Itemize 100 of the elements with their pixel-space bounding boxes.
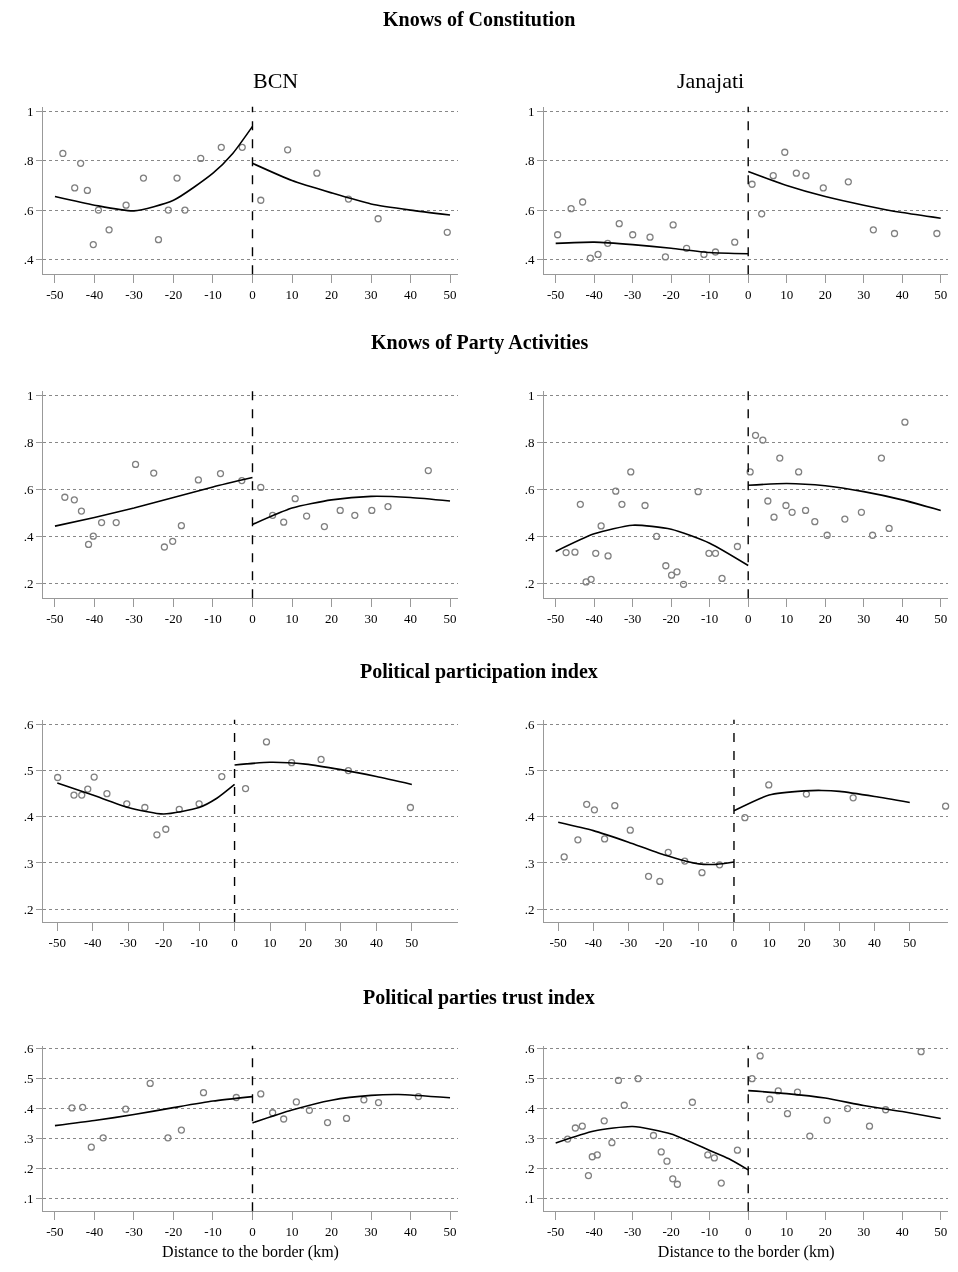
chart-subtitle: BCN bbox=[253, 68, 299, 93]
x-tick-label: -50 bbox=[48, 934, 66, 950]
point bbox=[344, 766, 353, 775]
y-tick-label: .6 bbox=[524, 1041, 536, 1057]
point bbox=[769, 171, 777, 180]
point bbox=[618, 500, 626, 508]
point bbox=[612, 487, 620, 495]
x-tick-label: -50 bbox=[549, 934, 567, 950]
point bbox=[788, 508, 796, 516]
y-tick-label: .4 bbox=[23, 251, 35, 267]
point bbox=[688, 1098, 697, 1106]
point bbox=[756, 1052, 764, 1060]
y-tick-label: .4 bbox=[524, 528, 536, 544]
point bbox=[139, 174, 148, 182]
point bbox=[374, 215, 382, 223]
x-tick-label: 20 bbox=[325, 286, 338, 302]
x-tick-label: 20 bbox=[818, 1223, 832, 1239]
point bbox=[122, 201, 130, 209]
point bbox=[765, 781, 773, 789]
point bbox=[844, 178, 852, 186]
x-tick-label: 40 bbox=[404, 610, 418, 626]
point bbox=[78, 791, 86, 799]
point bbox=[657, 1148, 665, 1156]
x-tick-label: -50 bbox=[46, 286, 64, 302]
x-tick-label: 10 bbox=[762, 934, 776, 950]
point bbox=[284, 146, 292, 154]
y-tick-label: .2 bbox=[524, 575, 535, 591]
point bbox=[77, 507, 86, 515]
point bbox=[733, 542, 742, 551]
x-tick-label: -10 bbox=[701, 286, 719, 302]
x-tick-label: -20 bbox=[164, 1223, 183, 1239]
x-tick-label: -40 bbox=[85, 1223, 104, 1239]
point bbox=[173, 174, 181, 182]
point bbox=[351, 511, 359, 519]
point bbox=[123, 800, 131, 808]
x-tick-label: 20 bbox=[325, 610, 338, 626]
y-tick-label: .8 bbox=[23, 153, 34, 169]
point bbox=[615, 220, 623, 228]
y-tick-label: .6 bbox=[23, 202, 35, 218]
x-tick-label: -10 bbox=[690, 934, 708, 950]
point bbox=[843, 1104, 852, 1113]
y-tick-label: .6 bbox=[524, 202, 536, 218]
x-tick-label: 40 bbox=[404, 1223, 418, 1239]
y-tick-label: 1 bbox=[27, 388, 34, 404]
point bbox=[620, 1101, 628, 1109]
y-tick-label: .4 bbox=[524, 809, 536, 825]
point bbox=[649, 1131, 658, 1140]
x-tick-label: 40 bbox=[895, 286, 909, 302]
point bbox=[99, 1134, 107, 1142]
point bbox=[68, 1104, 76, 1112]
x-tick-label: 0 bbox=[744, 1223, 752, 1239]
point bbox=[70, 496, 78, 504]
point bbox=[406, 803, 415, 812]
point bbox=[614, 1076, 623, 1085]
point bbox=[54, 773, 62, 782]
point bbox=[710, 1154, 718, 1162]
x-tick-label: -10 bbox=[204, 1223, 222, 1239]
y-tick-label: 1 bbox=[528, 388, 535, 404]
point bbox=[646, 233, 654, 241]
y-tick-label: .8 bbox=[524, 153, 535, 169]
y-tick-label: .2 bbox=[23, 575, 34, 591]
point bbox=[103, 790, 111, 798]
x-tick-label: 40 bbox=[868, 934, 882, 950]
y-tick-label: .5 bbox=[524, 1071, 535, 1087]
point bbox=[711, 248, 720, 256]
point bbox=[323, 1118, 332, 1127]
point bbox=[748, 180, 756, 188]
point bbox=[662, 562, 670, 570]
point bbox=[162, 825, 170, 833]
point bbox=[141, 803, 149, 812]
point bbox=[663, 1157, 671, 1165]
point bbox=[313, 169, 321, 177]
y-tick-label: .3 bbox=[23, 855, 34, 871]
x-tick-label: -40 bbox=[85, 610, 104, 626]
point bbox=[783, 1109, 792, 1118]
point bbox=[360, 1096, 368, 1104]
point bbox=[667, 571, 676, 579]
x-tick-label: -10 bbox=[204, 286, 222, 302]
y-tick-label: .3 bbox=[524, 1131, 535, 1147]
point bbox=[751, 431, 760, 439]
point bbox=[576, 500, 584, 508]
point bbox=[238, 476, 246, 485]
point bbox=[652, 532, 661, 541]
point bbox=[131, 460, 140, 469]
x-tick-label: 0 bbox=[249, 286, 256, 302]
y-tick-label: .8 bbox=[23, 434, 34, 450]
point bbox=[76, 159, 85, 167]
y-tick-label: .4 bbox=[23, 809, 35, 825]
x-tick-label: -40 bbox=[584, 934, 603, 950]
point bbox=[578, 1122, 586, 1130]
x-tick-label: 10 bbox=[780, 1223, 794, 1239]
point bbox=[217, 143, 225, 151]
y-tick-label: 1 bbox=[528, 104, 535, 120]
point bbox=[177, 1126, 186, 1134]
point bbox=[717, 1179, 725, 1187]
x-tick-label: 50 bbox=[443, 1223, 457, 1239]
point bbox=[711, 549, 720, 557]
point bbox=[571, 548, 579, 556]
point bbox=[336, 506, 344, 515]
point bbox=[882, 1106, 890, 1114]
